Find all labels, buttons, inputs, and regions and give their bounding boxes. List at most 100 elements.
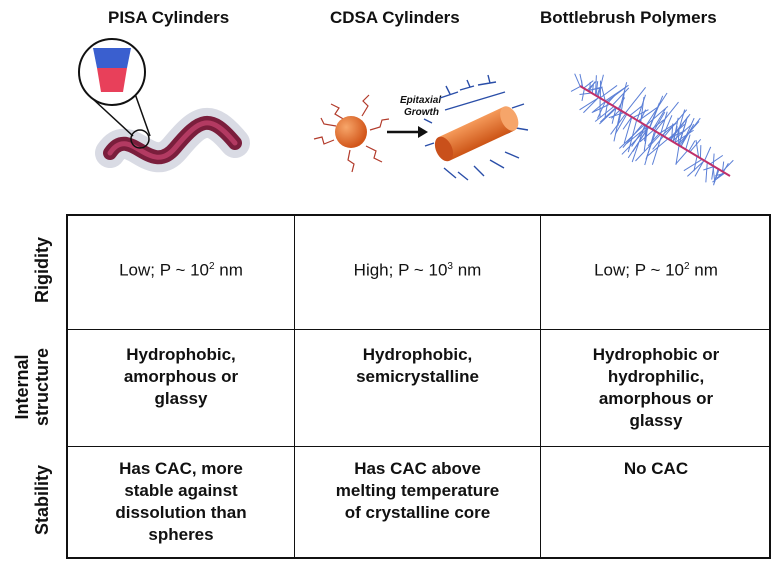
comparison-table: Low; P ~ 102 nm High; P ~ 103 nm Low; P … xyxy=(66,214,771,559)
bristle xyxy=(617,97,626,110)
bristle xyxy=(709,154,724,165)
bristle xyxy=(653,111,666,131)
cell-stability-cdsa: Has CAC above melting temperature of cry… xyxy=(335,459,500,522)
illustration-strip: Epitaxial Growth xyxy=(78,38,734,186)
bristle xyxy=(604,86,627,102)
cell-rigidity-bottlebrush: Low; P ~ 102 nm xyxy=(594,260,718,280)
bristle xyxy=(611,87,630,106)
bristle xyxy=(626,126,648,144)
bristle xyxy=(685,134,691,150)
bristle xyxy=(703,165,715,171)
bristle xyxy=(689,138,702,153)
row-label-internal-structure: Internal structure xyxy=(12,348,52,426)
bristle xyxy=(622,116,633,130)
cell-structure-pisa: Hydrophobic, amorphous or glassy xyxy=(123,345,239,408)
row-label-structure: structure xyxy=(32,347,52,427)
row-divider xyxy=(68,329,769,330)
bristle xyxy=(632,109,649,119)
bristle xyxy=(693,156,698,172)
cell-rigidity-pisa: Low; P ~ 102 nm xyxy=(119,260,243,280)
cell-stability-pisa: Has CAC, more stable against dissolution… xyxy=(115,459,247,544)
bristle xyxy=(675,150,688,165)
bristle xyxy=(579,92,592,96)
bristle xyxy=(624,87,646,114)
bristle xyxy=(601,86,606,102)
row-label-internal: Internal xyxy=(12,354,32,420)
bristle xyxy=(594,106,615,122)
bristle xyxy=(674,109,686,144)
bristle xyxy=(579,97,600,111)
cell-rigidity-cdsa: High; P ~ 103 nm xyxy=(353,260,482,280)
bristle xyxy=(637,107,658,122)
row-label-rigidity: Rigidity xyxy=(32,237,52,303)
cell-structure-cdsa: Hydrophobic, semicrystalline xyxy=(356,345,479,386)
bristle xyxy=(671,123,693,142)
bristle xyxy=(618,124,645,149)
bristle xyxy=(712,153,715,166)
bristle xyxy=(654,101,679,132)
bristle xyxy=(662,115,673,137)
bristle xyxy=(652,108,666,130)
bristle xyxy=(614,113,628,135)
column-title-pisa: PISA Cylinders xyxy=(108,8,230,27)
bristle xyxy=(599,107,617,123)
row-divider xyxy=(68,446,769,447)
bristle xyxy=(705,162,708,183)
bottlebrush-illustration xyxy=(570,73,734,186)
column-title-bottlebrush: Bottlebrush Polymers xyxy=(540,8,717,27)
bristle xyxy=(599,107,617,125)
bristle xyxy=(660,111,668,135)
cell-stability-bottlebrush: No CAC xyxy=(623,459,689,478)
bristle xyxy=(596,101,606,119)
bristle xyxy=(623,116,633,144)
bristle xyxy=(604,102,609,118)
bristle xyxy=(607,94,616,104)
bristle xyxy=(599,85,618,99)
bristle xyxy=(715,172,726,177)
bristle xyxy=(635,133,661,162)
bristle xyxy=(644,125,647,142)
bristle xyxy=(631,124,646,163)
bristle xyxy=(663,109,688,137)
bristle xyxy=(594,75,597,96)
column-divider xyxy=(540,216,541,557)
bristle xyxy=(672,126,678,142)
bristle xyxy=(683,158,703,172)
bristle xyxy=(636,94,647,121)
bristle xyxy=(645,106,669,126)
bristle xyxy=(711,166,715,180)
bristle xyxy=(621,126,649,155)
bristle xyxy=(611,109,621,119)
bristle xyxy=(680,117,695,147)
bristle xyxy=(688,140,696,152)
bristle xyxy=(722,159,734,172)
bristle xyxy=(695,140,700,158)
bristle xyxy=(581,88,585,102)
bristle xyxy=(591,100,606,114)
bristle xyxy=(652,135,664,150)
bristle xyxy=(583,80,594,89)
bristle xyxy=(713,168,719,186)
bristle xyxy=(570,85,581,92)
pisa-worm-illustration xyxy=(78,38,250,173)
bristle xyxy=(591,84,594,94)
bristle xyxy=(677,129,680,145)
bristle xyxy=(596,87,601,97)
bristle xyxy=(712,172,726,183)
bristle xyxy=(687,160,705,177)
bristle xyxy=(674,129,694,144)
bottlebrush-backbone xyxy=(579,85,731,177)
bristle xyxy=(722,161,725,172)
svg-text:Growth: Growth xyxy=(404,107,439,118)
bristle xyxy=(647,133,660,147)
bristle xyxy=(646,138,669,157)
bristle xyxy=(588,81,596,92)
bristle xyxy=(675,145,680,165)
svg-text:Epitaxial: Epitaxial xyxy=(400,95,441,106)
bristle xyxy=(629,106,642,117)
bristle xyxy=(704,146,712,161)
bristle xyxy=(608,112,625,119)
bristle xyxy=(574,73,581,87)
cell-structure-bottlebrush: Hydrophobic or hydrophilic, amorphous or… xyxy=(592,345,720,430)
bristle xyxy=(649,95,664,129)
